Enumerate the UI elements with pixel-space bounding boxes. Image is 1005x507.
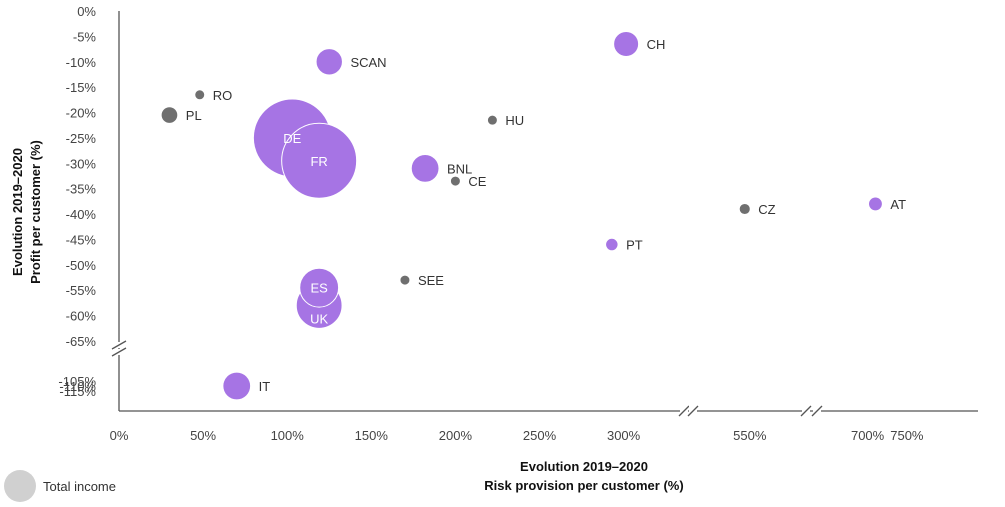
bubble-label-see: SEE xyxy=(418,273,444,288)
x-tick-label: 550% xyxy=(733,428,767,443)
bubble-see xyxy=(399,274,411,286)
legend: Total income xyxy=(4,470,116,502)
y-tick-label: -20% xyxy=(66,106,97,121)
bubble-cz xyxy=(738,202,751,216)
y-axis-title-line2: Profit per customer (%) xyxy=(28,140,43,284)
y-tick-label: -35% xyxy=(66,182,97,197)
bubble-bnl xyxy=(410,153,440,183)
bubble-label-bnl: BNL xyxy=(447,161,472,176)
bubble-ce xyxy=(449,175,461,187)
legend-swatch xyxy=(4,470,36,502)
x-tick-label: 250% xyxy=(523,428,557,443)
y-tick-label: -110% xyxy=(59,379,96,394)
x-tick-label: 0% xyxy=(110,428,129,443)
y-tick-label: -105% xyxy=(58,374,96,389)
x-tick-label: 750% xyxy=(890,428,924,443)
x-axis-break-mark xyxy=(687,405,699,417)
bubble-label-cz: CZ xyxy=(758,202,775,217)
y-tick-label: -65% xyxy=(66,334,97,349)
axes-layer xyxy=(111,11,978,417)
bubble-label-ce: CE xyxy=(468,174,486,189)
y-tick-label: -45% xyxy=(66,232,97,247)
y-tick-label: 0% xyxy=(77,4,96,19)
bubble-label-pt: PT xyxy=(626,238,643,253)
y-tick-label: -60% xyxy=(66,309,97,324)
bubble-label-uk: UK xyxy=(310,311,328,326)
x-tick-label: 200% xyxy=(439,428,473,443)
y-axis-title-line1: Evolution 2019–2020 xyxy=(10,148,25,276)
y-tick-label: -115% xyxy=(59,384,96,399)
bubble-fr xyxy=(281,122,358,199)
bubble-label-at: AT xyxy=(890,197,906,212)
bubble-pt xyxy=(605,237,619,252)
y-tick-label: -55% xyxy=(66,283,97,298)
x-axis-title-line1: Evolution 2019–2020 xyxy=(520,459,648,474)
bubble-hu xyxy=(486,114,498,126)
bubble-label-de: DE xyxy=(283,131,301,146)
bubble-pl xyxy=(160,106,179,124)
bubble-label-pl: PL xyxy=(186,108,202,123)
x-axis-title-line2: Risk provision per customer (%) xyxy=(484,478,683,493)
bubble-label-fr: FR xyxy=(310,154,327,169)
bubble-it xyxy=(222,371,252,401)
x-tick-label: 50% xyxy=(190,428,216,443)
bubble-es xyxy=(299,267,340,308)
y-tick-label: -40% xyxy=(66,207,97,222)
y-axis-break-mark xyxy=(111,340,127,350)
x-tick-label: 150% xyxy=(355,428,389,443)
x-axis-break-mark xyxy=(811,405,823,417)
x-axis-break-mark xyxy=(800,405,812,417)
y-tick-label: -10% xyxy=(66,55,97,70)
bubble-label-it: IT xyxy=(259,379,271,394)
bubble-ro xyxy=(194,89,206,101)
bubble-ch xyxy=(613,31,640,57)
y-tick-label: -25% xyxy=(66,131,97,146)
bubbles xyxy=(160,31,883,401)
x-tick-label: 300% xyxy=(607,428,641,443)
bubble-label-ch: CH xyxy=(647,37,666,52)
x-tick-label: 700% xyxy=(851,428,885,443)
bubble-label-es: ES xyxy=(310,281,328,296)
bubble-label-scan: SCAN xyxy=(350,55,386,70)
y-tick-label: -5% xyxy=(73,29,97,44)
bubble-labels: DE FR UK ES BNL IT SCAN CH PL AT PT CZ HU RO CE SEE xyxy=(186,37,906,394)
x-axis-break-mark xyxy=(678,405,690,417)
legend-label: Total income xyxy=(43,479,116,494)
x-tick-label: 100% xyxy=(271,428,305,443)
tick-labels: 0% 50% 100% 150% 200% 250% 300% 550% 700% 750% 0% -… xyxy=(58,4,924,443)
bubble-label-ro: RO xyxy=(213,88,233,103)
bubble-label-hu: HU xyxy=(505,113,524,128)
bubble-at xyxy=(868,196,883,212)
y-tick-label: -15% xyxy=(66,80,97,95)
y-axis-break-mark xyxy=(111,347,127,357)
bubble-scan xyxy=(315,48,343,76)
y-tick-label: -30% xyxy=(66,156,97,171)
y-tick-label: -50% xyxy=(66,258,97,273)
